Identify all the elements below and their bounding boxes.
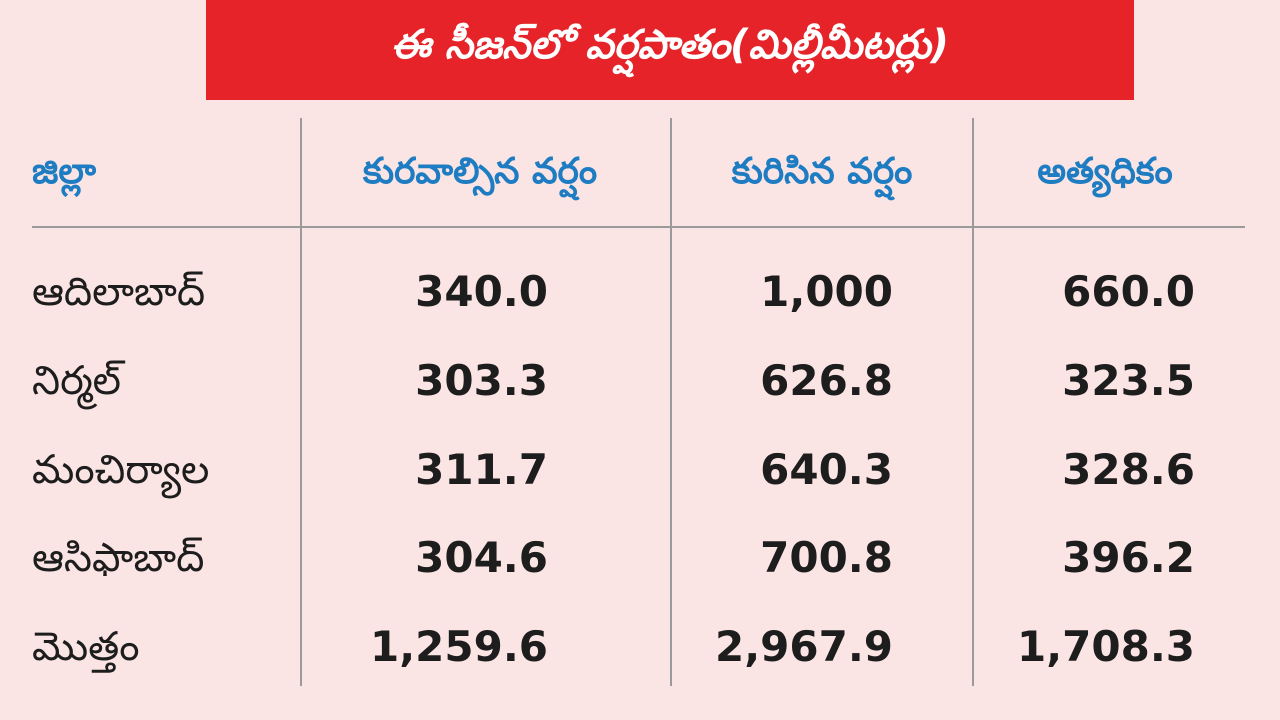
district-name: మంచిర్యాల	[32, 447, 210, 493]
rainfall-value: 700.8	[760, 533, 893, 582]
column-divider	[670, 118, 672, 686]
rainfall-value: 396.2	[1062, 533, 1195, 582]
rainfall-value: 1,000	[760, 267, 893, 316]
rainfall-value: 1,708.3	[1016, 622, 1195, 671]
rainfall-value: 328.6	[1062, 445, 1195, 494]
district-name: ఆదిలాబాద్	[32, 269, 206, 315]
column-header: కురవాల్సిన వర్షం	[362, 151, 598, 192]
column-header: జిల్లా	[32, 151, 97, 192]
column-header: అత్యధికం	[1037, 151, 1173, 192]
title-banner: ఈ సీజన్‌లో వర్షపాతం(మిల్లీమీటర్లు)	[206, 0, 1134, 100]
district-name: నిర్మల్	[32, 358, 122, 404]
rainfall-value: 340.0	[415, 267, 548, 316]
rainfall-value: 303.3	[415, 356, 548, 405]
rainfall-value: 1,259.6	[369, 622, 548, 671]
district-name: మొత్తం	[32, 624, 140, 670]
rainfall-value: 304.6	[415, 533, 548, 582]
column-header: కురిసిన వర్షం	[731, 151, 913, 192]
rainfall-value: 311.7	[415, 445, 548, 494]
rainfall-value: 626.8	[760, 356, 893, 405]
header-divider	[32, 226, 1245, 228]
rainfall-value: 660.0	[1062, 267, 1195, 316]
column-divider	[972, 118, 974, 686]
rainfall-value: 2,967.9	[714, 622, 893, 671]
rainfall-value: 323.5	[1062, 356, 1195, 405]
column-divider	[300, 118, 302, 686]
district-name: ఆసిఫాబాద్	[32, 535, 205, 581]
rainfall-value: 640.3	[760, 445, 893, 494]
